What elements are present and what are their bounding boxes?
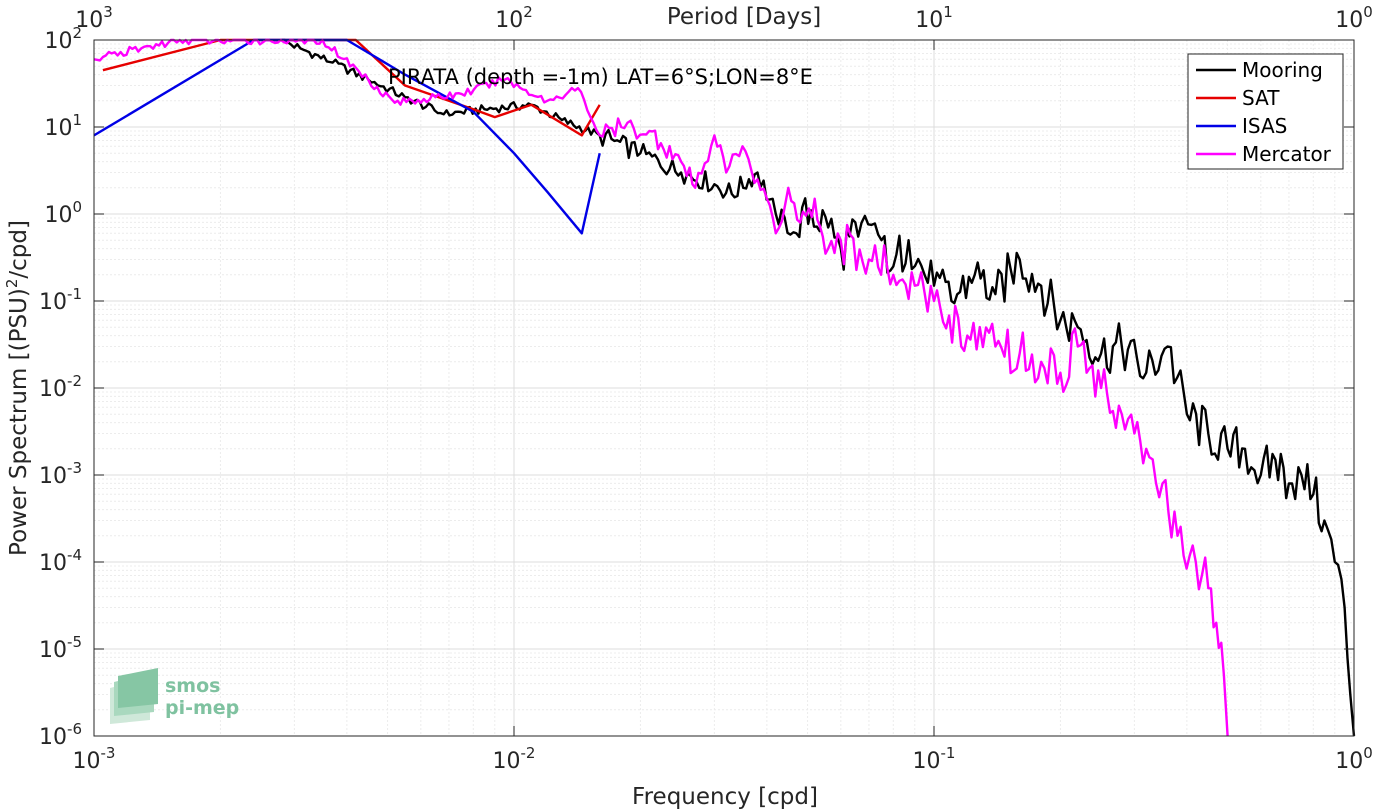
y-axis-title-sup: 2 — [3, 279, 21, 289]
x-tick-label: 100 — [1335, 744, 1373, 774]
legend-entries: Mooring SAT ISAS Mercator — [1196, 58, 1332, 166]
top-axis-title: Period [Days] — [667, 4, 821, 30]
top-tick-label: 101 — [915, 3, 953, 33]
logo-emblem — [110, 668, 158, 724]
top-tick-label: 102 — [495, 3, 533, 33]
y-tick-label: 102 — [44, 24, 82, 54]
y-tick-label: 10-2 — [39, 372, 82, 402]
chart-title: PIRATA (depth =-1m) LAT=6°S;LON=8°E — [388, 65, 813, 89]
legend-label-sat: SAT — [1242, 86, 1280, 110]
y-tick-label: 10-3 — [39, 459, 82, 489]
top-tick-labels: 103 102 101 100 — [75, 3, 1373, 33]
logo-text-pimep: pi-mep — [165, 697, 239, 719]
x-tick-label: 10-2 — [493, 744, 536, 774]
y-tick-label: 100 — [44, 198, 82, 228]
legend: Mooring SAT ISAS Mercator — [1187, 53, 1344, 170]
y-tick-label: 10-6 — [39, 720, 82, 750]
y-tick-labels: 102 101 100 10-1 10-2 10-3 10-4 10-5 10-6 — [39, 24, 82, 750]
series-line-mooring — [281, 38, 1356, 737]
y-axis-title-main: Power Spectrum [(PSU) — [6, 288, 32, 556]
legend-label-isas: ISAS — [1242, 114, 1287, 138]
y-tick-label: 10-1 — [39, 285, 82, 315]
y-tick-label: 101 — [44, 111, 82, 141]
series-line-mercator — [93, 38, 1229, 737]
top-tick-label: 100 — [1335, 3, 1373, 33]
y-axis-title-end: /cpd] — [6, 220, 32, 279]
legend-box — [1187, 53, 1344, 170]
y-axis-title: Power Spectrum [(PSU)2/cpd] — [3, 220, 32, 556]
logo: smos pi-mep — [110, 668, 239, 724]
top-tick-label: 103 — [75, 3, 113, 33]
legend-label-mercator: Mercator — [1242, 142, 1332, 166]
logo-text-smos: smos — [165, 675, 220, 697]
x-axis-title: Frequency [cpd] — [632, 784, 818, 809]
y-tick-label: 10-5 — [39, 633, 82, 663]
tick-marks — [93, 39, 1355, 737]
grid-layer — [93, 39, 1355, 737]
x-tick-label: 10-3 — [73, 744, 116, 774]
bottom-tick-labels: 10-3 10-2 10-1 100 — [73, 744, 1373, 774]
x-tick-label: 10-1 — [913, 744, 956, 774]
legend-label-mooring: Mooring — [1242, 58, 1323, 82]
y-tick-label: 10-4 — [39, 546, 82, 576]
